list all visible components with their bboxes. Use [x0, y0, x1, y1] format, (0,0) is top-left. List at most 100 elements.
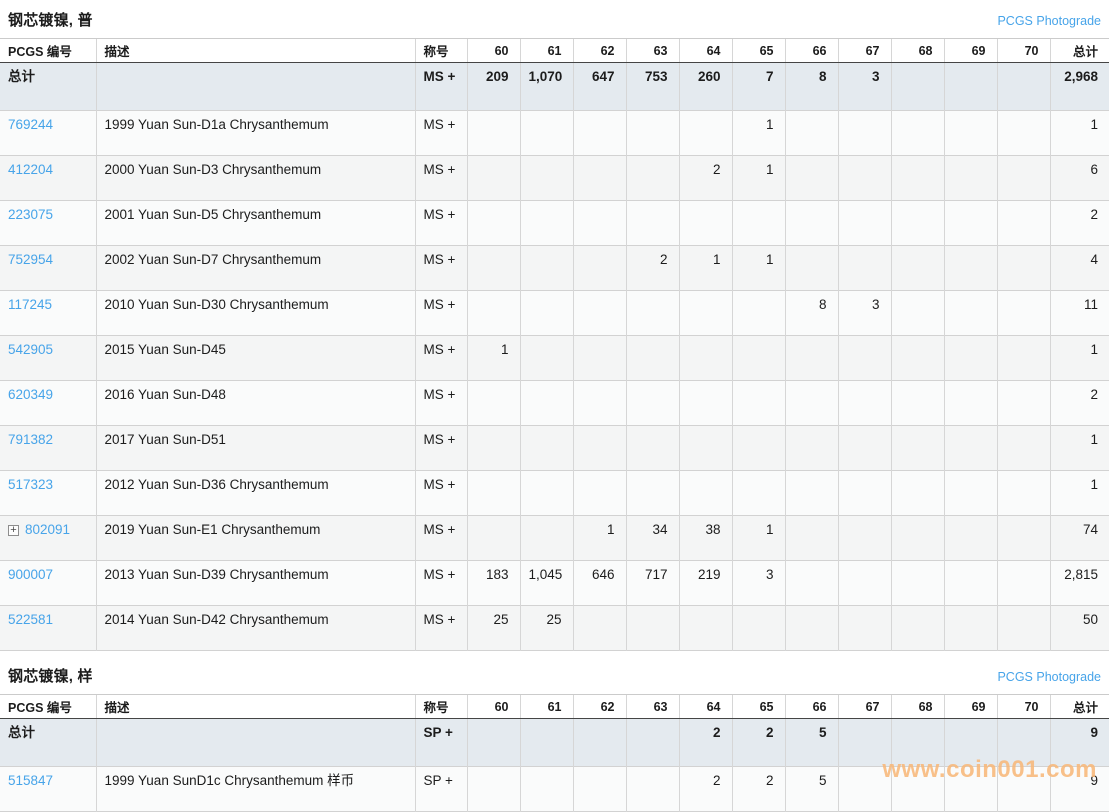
grade-cell: 2: [678, 766, 732, 812]
pcgs-number-link[interactable]: 620349: [8, 387, 54, 402]
grade-cell: [678, 110, 732, 156]
designation-cell: MS +: [414, 560, 467, 606]
designation-cell: MS +: [414, 425, 467, 471]
total-cell: 4: [1049, 245, 1109, 291]
grade-cell: [996, 335, 1050, 381]
description-cell: 2000 Yuan Sun-D3 Chrysanthemum: [95, 155, 415, 201]
grade-cell: [996, 110, 1050, 156]
totals-grade-cell: 753: [625, 62, 679, 111]
column-header-60: 60: [466, 694, 520, 719]
grade-cell: [996, 470, 1050, 516]
photograde-link[interactable]: PCGS Photograde: [997, 670, 1101, 684]
pcgs-number-link[interactable]: 522581: [8, 612, 54, 627]
column-header-总计: 总计: [1049, 38, 1109, 63]
grade-cell: 3: [731, 560, 785, 606]
totals-total-cell: 2,968: [1049, 62, 1109, 111]
designation-cell: MS +: [414, 605, 467, 651]
totals-grade-cell: 260: [678, 62, 732, 111]
column-header-64: 64: [678, 694, 732, 719]
grade-cell: 1,045: [519, 560, 573, 606]
column-header-69: 69: [943, 38, 997, 63]
grade-cell: [890, 766, 944, 812]
pcgs-number-link[interactable]: 117245: [8, 297, 53, 312]
grade-cell: [731, 380, 785, 426]
designation-cell: MS +: [414, 335, 467, 381]
grade-cell: [784, 335, 838, 381]
grade-cell: [996, 605, 1050, 651]
grade-cell: 34: [625, 515, 679, 561]
grade-cell: 8: [784, 290, 838, 336]
designation-cell: MS +: [414, 470, 467, 516]
grade-cell: [678, 380, 732, 426]
pcgs-number-link[interactable]: 223075: [8, 207, 54, 222]
grade-cell: 1: [731, 110, 785, 156]
totals-grade-cell: [519, 718, 573, 767]
grade-cell: [837, 560, 891, 606]
table-row: 900007 2013 Yuan Sun-D39 Chrysanthemum MS …: [0, 560, 1109, 606]
totals-total-cell: 9: [1049, 718, 1109, 767]
pcgs-number-link[interactable]: 791382: [8, 432, 54, 447]
description-cell: 2013 Yuan Sun-D39 Chrysanthemum: [95, 560, 415, 606]
grade-cell: [572, 470, 626, 516]
description-cell: 1999 Yuan SunD1c Chrysanthemum 样币: [95, 766, 415, 812]
total-cell: 1: [1049, 425, 1109, 471]
totals-grade-cell: [996, 62, 1050, 111]
grade-cell: [678, 425, 732, 471]
expand-icon[interactable]: +: [8, 525, 19, 536]
pcgs-number-link[interactable]: 900007: [8, 567, 54, 582]
pcgs-number-link[interactable]: 515847: [8, 773, 54, 788]
pcgs-number-link[interactable]: 517323: [8, 477, 54, 492]
totals-grade-cell: [572, 718, 626, 767]
pcgs-number-link[interactable]: 769244: [8, 117, 54, 132]
totals-desc-cell: [95, 62, 415, 111]
grade-cell: [519, 290, 573, 336]
grade-cell: [996, 380, 1050, 426]
photograde-link[interactable]: PCGS Photograde: [997, 14, 1101, 28]
description-cell: 2016 Yuan Sun-D48: [95, 380, 415, 426]
grade-cell: [784, 110, 838, 156]
population-table-specimen: PCGS 编号 描述 称号 60 61 62 63 64 65 66 67 68 69 70 总计 总计 SP …: [0, 694, 1109, 812]
grade-cell: [837, 200, 891, 246]
totals-grade-cell: [996, 718, 1050, 767]
grade-cell: [837, 515, 891, 561]
description-cell: 2014 Yuan Sun-D42 Chrysanthemum: [95, 605, 415, 651]
description-cell: 2001 Yuan Sun-D5 Chrysanthemum: [95, 200, 415, 246]
column-header-称号: 称号: [414, 38, 467, 63]
table-row: 515847 1999 Yuan SunD1c Chrysanthemum 样币 S…: [0, 766, 1109, 812]
grade-cell: [784, 425, 838, 471]
grade-cell: [837, 335, 891, 381]
grade-cell: [943, 290, 997, 336]
grade-cell: 25: [519, 605, 573, 651]
totals-label: 总计: [0, 62, 96, 111]
column-header-60: 60: [466, 38, 520, 63]
designation-cell: MS +: [414, 290, 467, 336]
grade-cell: [519, 155, 573, 201]
column-header-总计: 总计: [1049, 694, 1109, 719]
column-header-描述: 描述: [95, 694, 415, 719]
pcgs-cell: 117245: [0, 290, 96, 336]
grade-cell: [572, 766, 626, 812]
description-cell: 1999 Yuan Sun-D1a Chrysanthemum: [95, 110, 415, 156]
column-header-68: 68: [890, 694, 944, 719]
grade-cell: [625, 605, 679, 651]
grade-cell: [519, 200, 573, 246]
section-regular-strikes: 钢芯镀镍, 普 PCGS Photograde PCGS 编号 描述 称号 60 61 6…: [0, 12, 1109, 651]
column-header-62: 62: [572, 38, 626, 63]
totals-grade-cell: 5: [784, 718, 838, 767]
totals-designation: SP +: [414, 718, 467, 767]
grade-cell: [625, 200, 679, 246]
pcgs-number-link[interactable]: 412204: [8, 162, 54, 177]
totals-grade-cell: 2: [731, 718, 785, 767]
totals-grade-cell: [890, 62, 944, 111]
column-header-61: 61: [519, 38, 573, 63]
column-header-63: 63: [625, 694, 679, 719]
grade-cell: [890, 155, 944, 201]
pcgs-number-link[interactable]: 802091: [25, 522, 71, 537]
pcgs-number-link[interactable]: 752954: [8, 252, 54, 267]
column-header-62: 62: [572, 694, 626, 719]
grade-cell: [466, 425, 520, 471]
header-row: PCGS 编号 描述 称号 60 61 62 63 64 65 66 67 68 69 70 总计: [0, 38, 1109, 63]
pcgs-number-link[interactable]: 542905: [8, 342, 54, 357]
grade-cell: [731, 290, 785, 336]
description-cell: 2002 Yuan Sun-D7 Chrysanthemum: [95, 245, 415, 291]
